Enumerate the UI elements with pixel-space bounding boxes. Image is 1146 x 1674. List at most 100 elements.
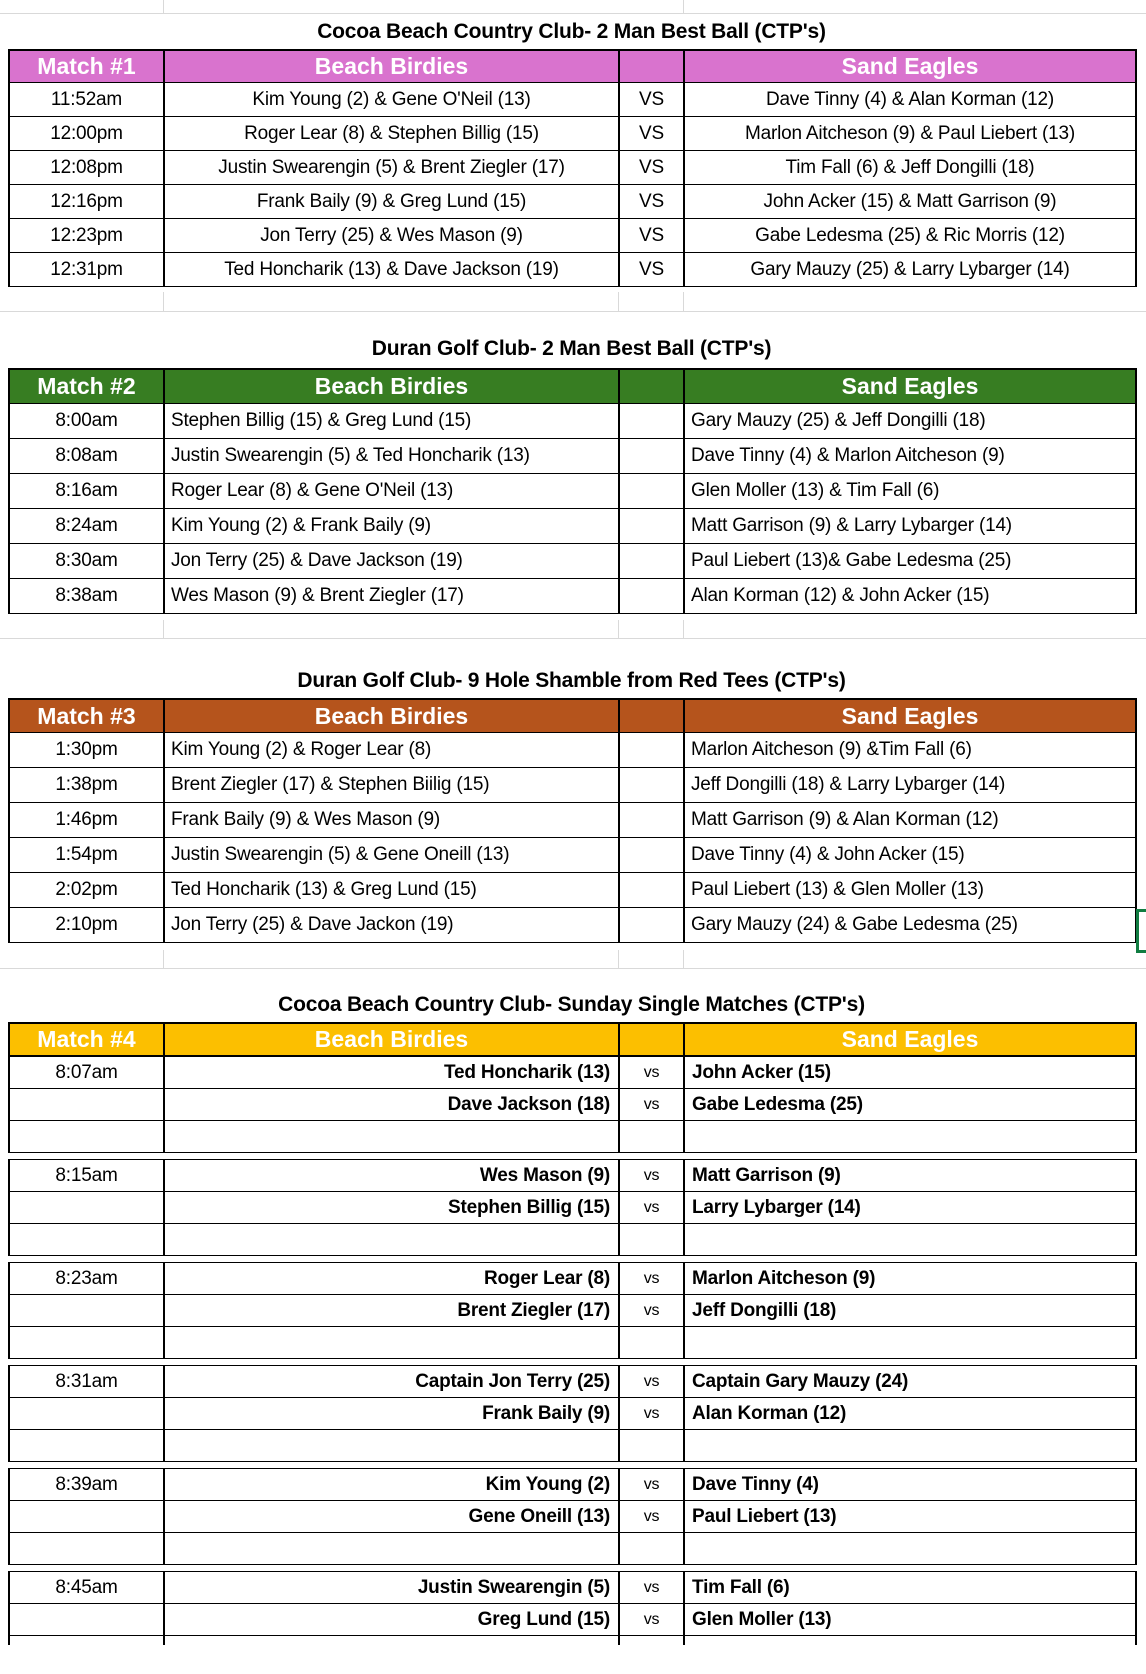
right-team-header[interactable]: Sand Eagles xyxy=(683,368,1137,404)
beach-birdies-pair-cell[interactable]: Jon Terry (25) & Dave Jackon (19) xyxy=(163,907,620,943)
beach-birdies-player-cell[interactable]: Stephen Billig (15) xyxy=(163,1191,620,1224)
beach-birdies-pair-cell[interactable]: Frank Baily (9) & Greg Lund (15) xyxy=(163,184,620,219)
empty-cell[interactable] xyxy=(618,1429,685,1462)
match-label-cell[interactable]: Match #1 xyxy=(8,49,165,83)
vs-cell[interactable]: vs xyxy=(618,1500,685,1533)
vs-cell[interactable]: VS xyxy=(618,116,685,151)
sand-eagles-pair-cell[interactable]: Dave Tinny (4) & Alan Korman (12) xyxy=(683,82,1137,117)
tee-time-cell[interactable]: 2:02pm xyxy=(8,872,165,908)
vs-cell[interactable] xyxy=(618,438,685,474)
sand-eagles-pair-cell[interactable]: Gabe Ledesma (25) & Ric Morris (12) xyxy=(683,218,1137,253)
match-1-title[interactable]: Cocoa Beach Country Club- 2 Man Best Bal… xyxy=(317,20,826,43)
vs-cell[interactable] xyxy=(618,872,685,908)
empty-cell[interactable] xyxy=(8,1120,165,1153)
vs-cell[interactable] xyxy=(618,767,685,803)
sand-eagles-player-cell[interactable]: Paul Liebert (13) xyxy=(683,1500,1137,1533)
tee-time-cell[interactable] xyxy=(8,1603,165,1636)
sand-eagles-pair-cell[interactable]: Matt Garrison (9) & Alan Korman (12) xyxy=(683,802,1137,838)
vs-cell[interactable]: vs xyxy=(618,1262,685,1295)
tee-time-cell[interactable]: 8:30am xyxy=(8,543,165,579)
beach-birdies-player-cell[interactable]: Captain Jon Terry (25) xyxy=(163,1365,620,1398)
tee-time-cell[interactable]: 2:10pm xyxy=(8,907,165,943)
beach-birdies-pair-cell[interactable]: Kim Young (2) & Gene O'Neil (13) xyxy=(163,82,620,117)
sand-eagles-pair-cell[interactable]: Gary Mauzy (24) & Gabe Ledesma (25) xyxy=(683,907,1137,943)
tee-time-cell[interactable]: 12:31pm xyxy=(8,252,165,287)
beach-birdies-player-cell[interactable]: Brent Ziegler (17) xyxy=(163,1294,620,1327)
tee-time-cell[interactable] xyxy=(8,1294,165,1327)
left-team-header[interactable]: Beach Birdies xyxy=(163,698,620,733)
tee-time-cell[interactable]: 8:00am xyxy=(8,403,165,439)
sand-eagles-player-cell[interactable]: Matt Garrison (9) xyxy=(683,1159,1137,1192)
sand-eagles-pair-cell[interactable]: Marlon Aitcheson (9) & Paul Liebert (13) xyxy=(683,116,1137,151)
beach-birdies-pair-cell[interactable]: Ted Honcharik (13) & Greg Lund (15) xyxy=(163,872,620,908)
empty-cell[interactable] xyxy=(163,1532,620,1565)
sand-eagles-pair-cell[interactable]: Marlon Aitcheson (9) &Tim Fall (6) xyxy=(683,732,1137,768)
vs-cell[interactable]: vs xyxy=(618,1294,685,1327)
beach-birdies-pair-cell[interactable]: Kim Young (2) & Roger Lear (8) xyxy=(163,732,620,768)
left-team-header[interactable]: Beach Birdies xyxy=(163,49,620,83)
sand-eagles-pair-cell[interactable]: Dave Tinny (4) & John Acker (15) xyxy=(683,837,1137,873)
empty-cell[interactable] xyxy=(163,1223,620,1256)
match-label-cell[interactable]: Match #3 xyxy=(8,698,165,733)
sand-eagles-pair-cell[interactable]: Tim Fall (6) & Jeff Dongilli (18) xyxy=(683,150,1137,185)
sand-eagles-pair-cell[interactable]: Paul Liebert (13) & Glen Moller (13) xyxy=(683,872,1137,908)
tee-time-cell[interactable] xyxy=(8,1088,165,1121)
match-4-title[interactable]: Cocoa Beach Country Club- Sunday Single … xyxy=(278,993,865,1016)
left-team-header[interactable]: Beach Birdies xyxy=(163,368,620,404)
beach-birdies-player-cell[interactable]: Dave Jackson (18) xyxy=(163,1088,620,1121)
tee-time-cell[interactable]: 12:08pm xyxy=(8,150,165,185)
vs-cell[interactable] xyxy=(618,802,685,838)
sand-eagles-pair-cell[interactable]: Paul Liebert (13)& Gabe Ledesma (25) xyxy=(683,543,1137,579)
sand-eagles-player-cell[interactable]: Tim Fall (6) xyxy=(683,1571,1137,1604)
sand-eagles-player-cell[interactable]: Larry Lybarger (14) xyxy=(683,1191,1137,1224)
vs-header-cell[interactable] xyxy=(618,49,685,83)
beach-birdies-pair-cell[interactable]: Roger Lear (8) & Stephen Billig (15) xyxy=(163,116,620,151)
sand-eagles-pair-cell[interactable]: Alan Korman (12) & John Acker (15) xyxy=(683,578,1137,614)
vs-cell[interactable] xyxy=(618,732,685,768)
vs-cell[interactable] xyxy=(618,837,685,873)
tee-time-cell[interactable]: 1:46pm xyxy=(8,802,165,838)
vs-header-cell[interactable] xyxy=(618,368,685,404)
tee-time-cell[interactable]: 8:38am xyxy=(8,578,165,614)
beach-birdies-pair-cell[interactable]: Ted Honcharik (13) & Dave Jackson (19) xyxy=(163,252,620,287)
tee-time-cell[interactable]: 8:08am xyxy=(8,438,165,474)
empty-cell[interactable] xyxy=(163,1429,620,1462)
tee-time-cell[interactable]: 8:15am xyxy=(8,1159,165,1192)
vs-cell[interactable]: VS xyxy=(618,150,685,185)
sand-eagles-player-cell[interactable]: Alan Korman (12) xyxy=(683,1397,1137,1430)
sand-eagles-player-cell[interactable]: Dave Tinny (4) xyxy=(683,1468,1137,1501)
left-team-header[interactable]: Beach Birdies xyxy=(163,1022,620,1056)
sand-eagles-pair-cell[interactable]: Glen Moller (13) & Tim Fall (6) xyxy=(683,473,1137,509)
tee-time-cell[interactable]: 8:24am xyxy=(8,508,165,544)
tee-time-cell[interactable]: 12:00pm xyxy=(8,116,165,151)
vs-cell[interactable]: vs xyxy=(618,1365,685,1398)
empty-cell[interactable] xyxy=(618,1326,685,1359)
beach-birdies-pair-cell[interactable]: Justin Swearengin (5) & Gene Oneill (13) xyxy=(163,837,620,873)
vs-cell[interactable] xyxy=(618,473,685,509)
vs-cell[interactable]: vs xyxy=(618,1191,685,1224)
beach-birdies-player-cell[interactable]: Greg Lund (15) xyxy=(163,1603,620,1636)
beach-birdies-player-cell[interactable]: Ted Honcharik (13) xyxy=(163,1056,620,1089)
beach-birdies-pair-cell[interactable]: Roger Lear (8) & Gene O'Neil (13) xyxy=(163,473,620,509)
empty-cell[interactable] xyxy=(163,1120,620,1153)
match-label-cell[interactable]: Match #4 xyxy=(8,1022,165,1056)
right-team-header[interactable]: Sand Eagles xyxy=(683,1022,1137,1056)
tee-time-cell[interactable]: 8:07am xyxy=(8,1056,165,1089)
vs-cell[interactable] xyxy=(618,578,685,614)
vs-cell[interactable] xyxy=(618,907,685,943)
vs-cell[interactable]: VS xyxy=(618,218,685,253)
beach-birdies-player-cell[interactable]: Roger Lear (8) xyxy=(163,1262,620,1295)
tee-time-cell[interactable]: 8:31am xyxy=(8,1365,165,1398)
tee-time-cell[interactable]: 11:52am xyxy=(8,82,165,117)
beach-birdies-pair-cell[interactable]: Justin Swearengin (5) & Ted Honcharik (1… xyxy=(163,438,620,474)
tee-time-cell[interactable]: 12:16pm xyxy=(8,184,165,219)
sand-eagles-player-cell[interactable]: Glen Moller (13) xyxy=(683,1603,1137,1636)
tee-time-cell[interactable]: 8:39am xyxy=(8,1468,165,1501)
vs-header-cell[interactable] xyxy=(618,698,685,733)
beach-birdies-player-cell[interactable]: Wes Mason (9) xyxy=(163,1159,620,1192)
sand-eagles-player-cell[interactable]: Captain Gary Mauzy (24) xyxy=(683,1365,1137,1398)
vs-cell[interactable] xyxy=(618,403,685,439)
tee-time-cell[interactable]: 1:38pm xyxy=(8,767,165,803)
vs-cell[interactable]: VS xyxy=(618,184,685,219)
match-2-title[interactable]: Duran Golf Club- 2 Man Best Ball (CTP's) xyxy=(371,337,772,360)
